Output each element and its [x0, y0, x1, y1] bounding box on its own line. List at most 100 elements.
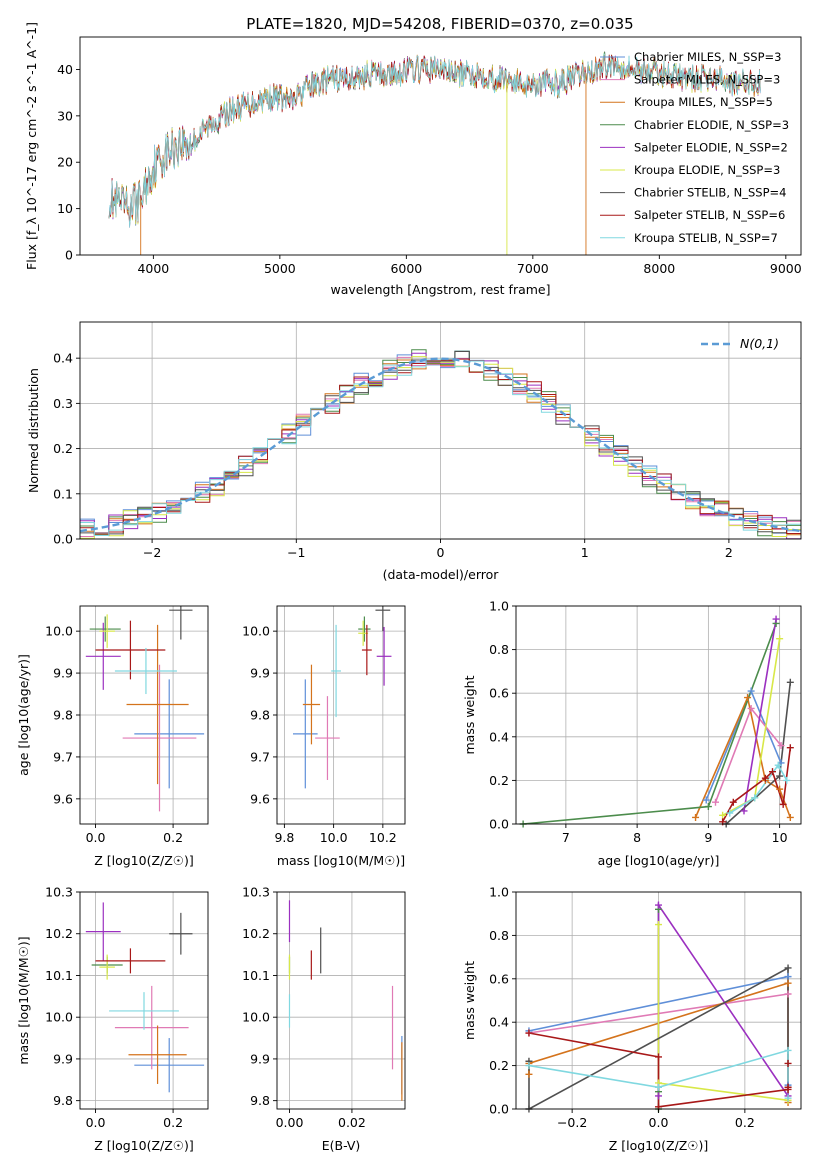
weight-marker [776, 772, 784, 780]
x-tick-label: 0 [437, 545, 445, 560]
y-tick-label: 0.4 [489, 1015, 509, 1030]
weight-marker [740, 807, 748, 815]
x-tick-label: 9000 [770, 261, 802, 276]
weight-marker [726, 809, 734, 817]
y-axis-label: age [log10(age/yr)] [16, 654, 31, 776]
y-tick-label: 9.9 [53, 666, 73, 681]
weight-series-line [743, 618, 777, 812]
y-tick-label: 0.4 [53, 351, 73, 366]
x-tick-label: 0.0 [86, 830, 106, 845]
weight-marker [712, 798, 719, 806]
legend-entry: Chabrier ELODIE, N_SSP=3 [634, 118, 789, 132]
weight-marker [525, 1070, 533, 1078]
axes-frame [79, 891, 209, 1110]
x-axis-label: age [log10(age/yr)] [598, 853, 720, 868]
weight-marker [769, 768, 776, 776]
weight-marker [692, 813, 700, 821]
y-tick-label: 0.0 [489, 1102, 509, 1117]
y-axis-label: mass weight [462, 961, 477, 1040]
y-tick-label: 10.0 [242, 624, 270, 639]
spectrum-lines [108, 50, 761, 255]
age_vs_mass-panel: 9.8 10.0 10.2 9.6 9.7 9.8 9.9 10.0 mass [log10(M… [242, 605, 406, 868]
y-tick-label: 0.6 [489, 686, 509, 701]
y-tick-label: 9.8 [53, 708, 73, 723]
y-tick-label: 0.0 [489, 817, 509, 832]
weight-marker [784, 979, 792, 987]
y-tick-label: 10.3 [242, 885, 270, 900]
x-tick-label: 9 [704, 830, 712, 845]
x-tick-label: 0.02 [338, 1115, 366, 1130]
y-tick-label: 9.8 [250, 1093, 270, 1108]
legend-entry: Salpeter MILES, N_SSP=3 [634, 73, 780, 87]
axes-frame [515, 605, 802, 825]
y-tick-label: 9.9 [250, 1051, 270, 1066]
weight-marker [747, 704, 755, 712]
x-axis-label: Z [log10(Z/Z☉)] [94, 853, 194, 868]
spectrum-series-line [108, 52, 761, 228]
y-tick-label: 9.7 [250, 749, 270, 764]
axes-frame [276, 891, 406, 1110]
y-tick-label: 0.2 [53, 441, 73, 456]
x-axis-label: mass [log10(M/M☉)] [277, 853, 405, 868]
weight-marker [655, 1083, 662, 1091]
weight-marker [525, 1029, 533, 1037]
weight_vs_Z-panel: −0.2 0.0 0.2 0.0 0.2 0.4 0.6 0.8 1.0 Z [log10(Z/Z… [462, 885, 802, 1153]
weight-marker [784, 990, 792, 998]
legend-entry: Chabrier MILES, N_SSP=3 [634, 50, 781, 64]
y-tick-label: 1.0 [489, 599, 509, 614]
errorbars [85, 606, 205, 812]
weight-marker [779, 800, 787, 808]
weight-marker [655, 1092, 662, 1100]
weight_vs_age-panel: 7 8 9 10 0.0 0.2 0.4 0.6 0.8 1.0 age [log10(age/yr… [462, 599, 802, 868]
legend-entry: Salpeter ELODIE, N_SSP=2 [634, 140, 788, 154]
legend-entry: N(0,1) [740, 336, 779, 351]
weight-marker [761, 774, 769, 782]
x-tick-label: 5000 [264, 261, 296, 276]
mass_vs_Z-panel: 0.0 0.2 9.8 9.9 10.0 10.1 10.2 10.3 Z [log10(Z/Z… [16, 885, 209, 1153]
x-tick-label: −1 [287, 545, 305, 560]
y-tick-label: 10.0 [242, 1010, 270, 1025]
legend-entry: Kroupa STELIB, N_SSP=7 [634, 231, 778, 245]
y-tick-label: 10.3 [45, 885, 73, 900]
x-tick-label: 0.00 [276, 1115, 304, 1130]
residual-histograms [80, 349, 801, 539]
normal-curve [80, 357, 801, 533]
weight-marker [786, 813, 794, 821]
y-tick-label: 10 [57, 201, 73, 216]
x-tick-label: 9.8 [274, 830, 294, 845]
y-tick-label: 0.0 [53, 532, 73, 547]
x-tick-label: 10.0 [320, 830, 348, 845]
weight-marker [776, 785, 784, 793]
y-tick-label: 0.8 [489, 642, 509, 657]
errorbars [85, 902, 205, 1093]
legend-entry: Kroupa ELODIE, N_SSP=3 [634, 163, 780, 177]
legend-entry: Salpeter STELIB, N_SSP=6 [634, 208, 785, 222]
weight-marker [784, 1046, 792, 1054]
weight-marker [655, 901, 662, 909]
x-tick-label: 7000 [517, 261, 549, 276]
y-axis-label: Normed distribution [26, 368, 41, 493]
weight-marker [729, 798, 737, 806]
x-tick-label: 6000 [390, 261, 422, 276]
y-tick-label: 9.6 [53, 791, 73, 806]
y-tick-label: 9.9 [53, 1051, 73, 1066]
y-tick-label: 20 [57, 155, 73, 170]
y-tick-label: 0.1 [53, 486, 73, 501]
x-axis-label: Z [log10(Z/Z☉)] [609, 1138, 709, 1153]
x-tick-label: 8 [633, 830, 641, 845]
y-tick-label: 0.3 [53, 396, 73, 411]
weight-marker [655, 1053, 662, 1061]
weight-marker [784, 964, 792, 972]
x-tick-label: 7 [562, 830, 570, 845]
x-axis-label: (data-model)/error [383, 567, 500, 582]
mass_vs_EBV-panel: 0.00 0.02 9.8 9.9 10.0 10.1 10.2 10.3 E(B-V) [242, 885, 406, 1153]
weight-marker [786, 744, 794, 752]
x-tick-label: 10.2 [369, 830, 397, 845]
y-axis-label: mass [log10(M/M☉)] [16, 936, 31, 1064]
legend-entry: Chabrier STELIB, N_SSP=4 [634, 186, 786, 200]
weight-marker [786, 678, 794, 686]
weight-marker [784, 1094, 792, 1102]
weight-marker [776, 635, 784, 643]
y-tick-label: 10.0 [45, 1010, 73, 1025]
weight-series-line [528, 966, 789, 1109]
